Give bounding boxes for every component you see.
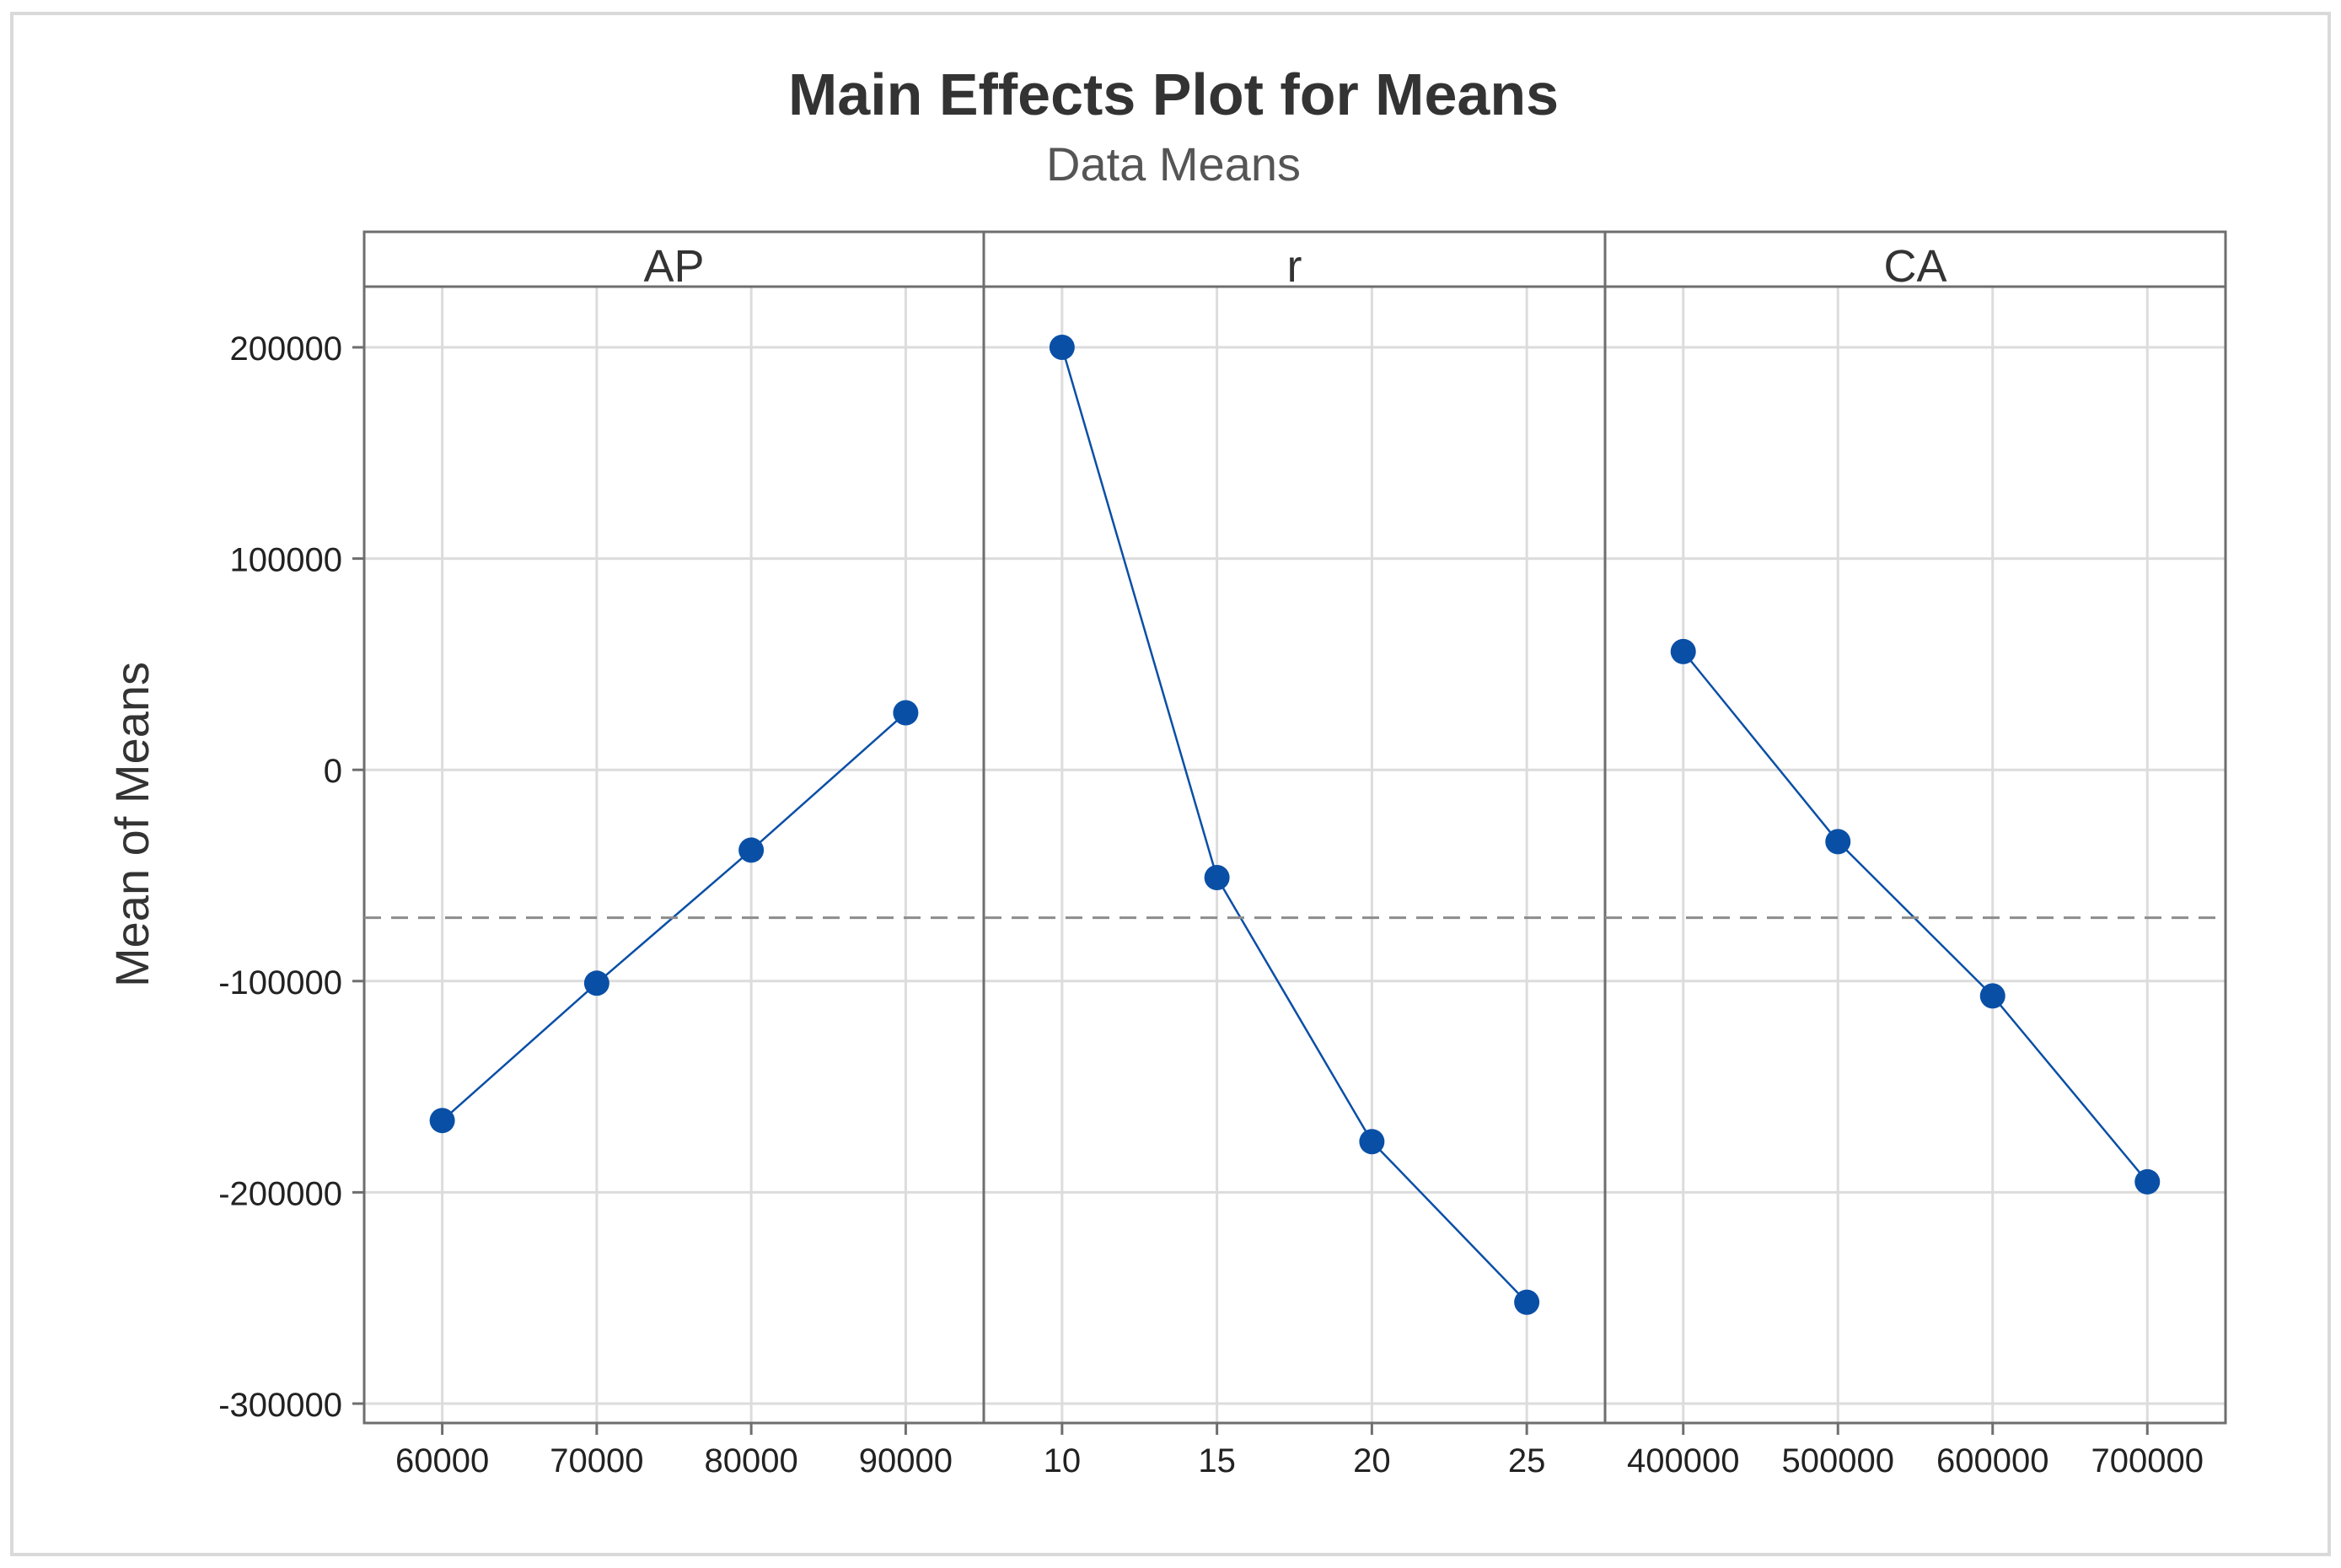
data-point xyxy=(1979,983,2005,1009)
data-point xyxy=(2134,1168,2161,1195)
data-point xyxy=(1670,638,1696,664)
x-tick-label: 80000 xyxy=(705,1442,798,1479)
x-tick-label: 600000 xyxy=(1936,1442,2048,1479)
x-tick-label: 20 xyxy=(1353,1442,1391,1479)
x-tick-label: 10 xyxy=(1044,1442,1082,1479)
x-tick-label: 90000 xyxy=(859,1442,953,1479)
data-point xyxy=(738,837,765,863)
y-tick-label: -200000 xyxy=(218,1175,342,1212)
y-tick-label: 200000 xyxy=(230,330,342,368)
y-tick-label: -300000 xyxy=(218,1387,342,1424)
x-tick-label: 400000 xyxy=(1627,1442,1739,1479)
panel-label: CA xyxy=(1883,241,1946,292)
x-tick-label: 15 xyxy=(1198,1442,1236,1479)
y-tick-label: -100000 xyxy=(218,964,342,1001)
series-line xyxy=(1060,346,1528,1303)
x-tick-label: 500000 xyxy=(1782,1442,1894,1479)
data-point xyxy=(429,1108,455,1134)
x-tick-label: 60000 xyxy=(395,1442,489,1479)
chart-title: Main Effects Plot for Means xyxy=(788,62,1559,127)
data-point xyxy=(583,970,609,996)
data-point xyxy=(1204,865,1230,891)
data-point xyxy=(893,700,919,726)
panel-frame xyxy=(362,285,985,1425)
data-point xyxy=(1825,829,1851,855)
panel-label: r xyxy=(1287,241,1302,292)
figure-border xyxy=(10,12,2331,1556)
y-tick-label: 0 xyxy=(324,753,342,790)
x-tick-label: 25 xyxy=(1508,1442,1546,1479)
data-point xyxy=(1514,1289,1540,1315)
panels: 60000 70000 80000 90000 AP 10 15 20 25 r 400000 500… xyxy=(362,230,2227,1479)
panel-label: AP xyxy=(643,241,704,292)
x-tick-label: 700000 xyxy=(2091,1442,2204,1479)
y-axis-label: Mean of Means xyxy=(105,662,158,987)
series xyxy=(364,335,2226,1315)
panel-frame xyxy=(982,285,1607,1425)
grid xyxy=(364,287,2226,1423)
y-tick-label: 100000 xyxy=(230,542,342,579)
data-point xyxy=(1359,1129,1385,1155)
panel-frame xyxy=(1603,285,2227,1425)
x-tick-label: 70000 xyxy=(550,1442,643,1479)
chart-subtitle: Data Means xyxy=(1046,137,1301,191)
y-axis: 200000 100000 0 -100000 -200000 -300000 xyxy=(218,330,364,1424)
data-point xyxy=(1049,335,1075,360)
